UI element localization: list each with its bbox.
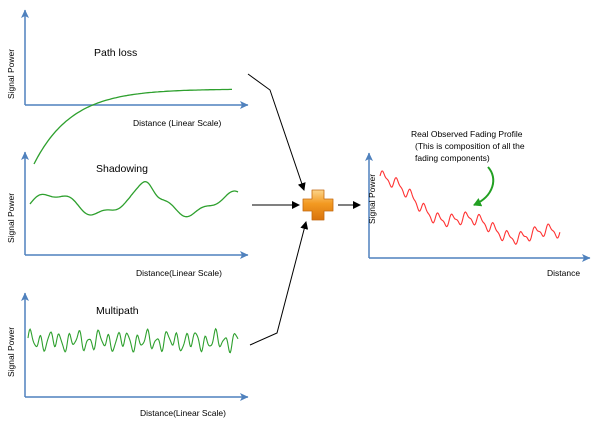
observed-x-label: Distance (547, 268, 580, 278)
panel-path-loss: Path loss Distance (Linear Scale) Signal… (6, 9, 249, 165)
observed-note-line-2: (This is composition of all the (415, 141, 525, 151)
shadowing-curve (29, 180, 239, 218)
panel-observed: Distance Signal Power Real Observed Fadi… (365, 129, 591, 278)
arrow-path-loss-to-plus (247, 73, 306, 191)
combining-arrows (247, 73, 361, 346)
panel-shadowing: Shadowing Distance(Linear Scale) Signal … (6, 151, 249, 278)
multipath-curve (27, 327, 239, 354)
path-loss-curve (33, 88, 232, 165)
observed-note-line-3: fading components) (415, 153, 490, 163)
plus-icon (302, 189, 334, 221)
multipath-title: Multipath (96, 305, 139, 317)
path-loss-x-label: Distance (Linear Scale) (133, 118, 222, 128)
shadowing-x-label: Distance(Linear Scale) (136, 268, 222, 278)
note-arrow (473, 166, 495, 207)
shadowing-y-label: Signal Power (6, 193, 16, 243)
shadowing-title: Shadowing (96, 163, 148, 175)
arrow-multipath-to-plus (249, 221, 309, 346)
path-loss-y-label: Signal Power (6, 49, 16, 99)
observed-fading-curve (379, 170, 561, 246)
observed-note-line-1: Real Observed Fading Profile (411, 129, 523, 139)
multipath-y-label: Signal Power (6, 327, 16, 377)
panel-multipath: Multipath Distance(Linear Scale) Signal … (6, 292, 249, 418)
observed-y-label: Signal Power (367, 174, 377, 224)
path-loss-title: Path loss (94, 47, 137, 59)
multipath-x-label: Distance(Linear Scale) (140, 408, 226, 418)
